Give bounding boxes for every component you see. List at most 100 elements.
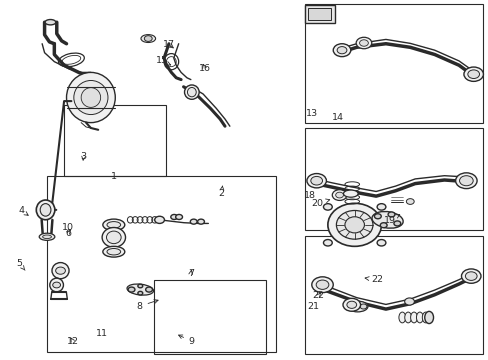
Text: 17: 17 — [163, 40, 175, 49]
Circle shape — [306, 174, 326, 188]
Ellipse shape — [127, 284, 153, 295]
Ellipse shape — [106, 231, 121, 244]
Bar — [154, 280, 266, 354]
Circle shape — [170, 215, 177, 220]
Text: 12: 12 — [67, 337, 79, 346]
Circle shape — [145, 287, 152, 292]
Ellipse shape — [40, 204, 51, 216]
Text: 11: 11 — [96, 329, 108, 338]
Ellipse shape — [336, 211, 372, 239]
Circle shape — [154, 216, 164, 224]
Ellipse shape — [141, 35, 155, 42]
Circle shape — [461, 269, 480, 283]
Circle shape — [53, 282, 61, 288]
Text: 13: 13 — [305, 109, 317, 118]
Ellipse shape — [344, 217, 364, 233]
Circle shape — [387, 212, 394, 217]
Text: 8: 8 — [136, 300, 158, 311]
Text: 21: 21 — [307, 302, 319, 311]
Circle shape — [463, 67, 483, 81]
Circle shape — [332, 44, 350, 57]
Ellipse shape — [187, 87, 196, 97]
Bar — [305, 128, 483, 230]
Ellipse shape — [81, 87, 101, 107]
Circle shape — [404, 298, 413, 305]
Circle shape — [56, 267, 65, 274]
Ellipse shape — [404, 312, 411, 323]
Circle shape — [323, 239, 331, 246]
Text: 5: 5 — [16, 259, 25, 270]
Ellipse shape — [102, 219, 124, 230]
Bar — [305, 4, 483, 123]
Ellipse shape — [50, 278, 63, 292]
Circle shape — [346, 301, 356, 309]
Circle shape — [359, 304, 366, 309]
Circle shape — [380, 223, 386, 228]
Circle shape — [336, 46, 346, 54]
Circle shape — [406, 199, 413, 204]
Ellipse shape — [39, 233, 55, 240]
Circle shape — [144, 36, 152, 41]
Circle shape — [459, 176, 472, 186]
Ellipse shape — [424, 311, 433, 324]
Bar — [304, 5, 334, 23]
Ellipse shape — [371, 211, 402, 228]
Ellipse shape — [410, 312, 417, 323]
Bar — [305, 235, 483, 354]
Circle shape — [355, 37, 371, 49]
Ellipse shape — [107, 248, 121, 255]
Text: 1: 1 — [111, 172, 117, 181]
Circle shape — [465, 272, 476, 280]
Circle shape — [376, 239, 385, 246]
Circle shape — [323, 204, 331, 210]
Circle shape — [342, 298, 360, 311]
Circle shape — [374, 214, 381, 219]
Circle shape — [175, 215, 182, 220]
Text: 14: 14 — [331, 113, 344, 122]
Circle shape — [393, 221, 400, 226]
Text: 7: 7 — [187, 269, 193, 278]
Circle shape — [128, 287, 135, 292]
Bar — [307, 8, 330, 21]
Circle shape — [359, 40, 367, 46]
Text: 18: 18 — [304, 190, 316, 199]
Ellipse shape — [42, 235, 51, 239]
Circle shape — [311, 277, 332, 293]
Ellipse shape — [184, 85, 199, 99]
Text: 15: 15 — [155, 57, 170, 66]
Text: 22: 22 — [312, 291, 324, 300]
Ellipse shape — [102, 246, 124, 257]
Circle shape — [455, 173, 476, 189]
Text: 10: 10 — [62, 223, 74, 232]
Circle shape — [138, 284, 142, 288]
Circle shape — [190, 219, 197, 224]
Ellipse shape — [343, 190, 357, 197]
Ellipse shape — [66, 72, 115, 123]
Ellipse shape — [52, 262, 69, 279]
Circle shape — [376, 204, 385, 210]
Circle shape — [138, 291, 142, 295]
Circle shape — [467, 70, 479, 78]
Ellipse shape — [36, 200, 55, 220]
Circle shape — [348, 304, 354, 309]
Bar — [47, 176, 276, 352]
Ellipse shape — [74, 81, 108, 114]
Text: 16: 16 — [198, 64, 210, 73]
Text: 20: 20 — [311, 199, 329, 208]
Ellipse shape — [347, 301, 367, 312]
Text: 2: 2 — [218, 186, 224, 198]
Ellipse shape — [102, 228, 125, 247]
Text: 19: 19 — [383, 215, 399, 225]
Text: 22: 22 — [365, 275, 382, 284]
Ellipse shape — [327, 203, 381, 246]
Ellipse shape — [45, 19, 56, 25]
Ellipse shape — [422, 312, 428, 323]
Ellipse shape — [398, 312, 405, 323]
Circle shape — [316, 280, 328, 289]
Text: 4: 4 — [18, 206, 28, 215]
Text: 3: 3 — [81, 152, 86, 161]
Text: 9: 9 — [178, 335, 194, 346]
Circle shape — [331, 190, 346, 201]
Ellipse shape — [416, 312, 423, 323]
Circle shape — [310, 176, 322, 185]
